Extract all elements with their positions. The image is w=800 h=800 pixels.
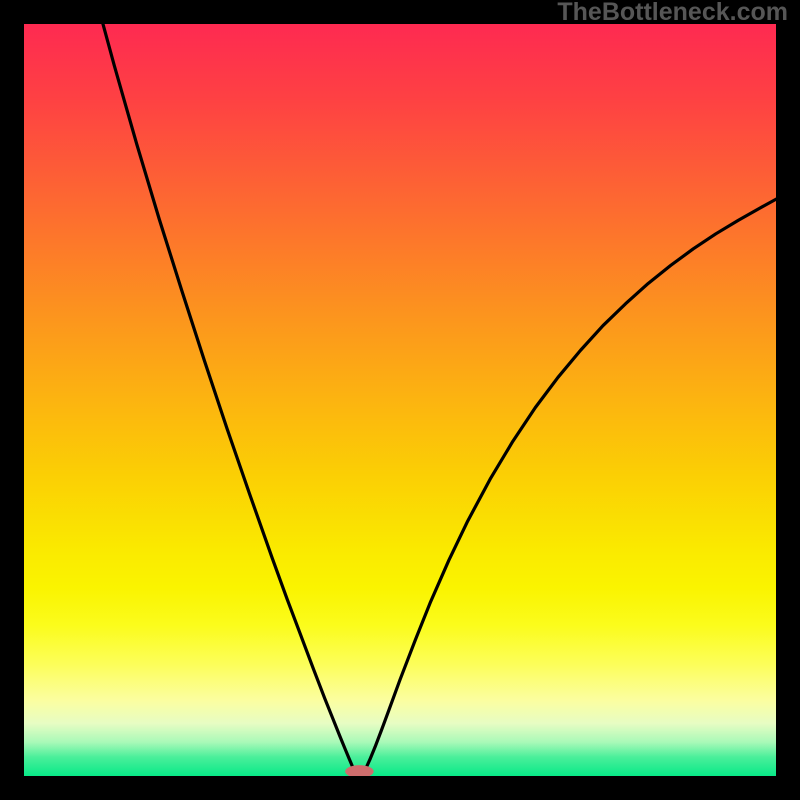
chart-container: TheBottleneck.com xyxy=(0,0,800,800)
watermark-text: TheBottleneck.com xyxy=(557,0,788,27)
gradient-background xyxy=(24,24,776,776)
bottleneck-curve-plot xyxy=(24,24,776,776)
